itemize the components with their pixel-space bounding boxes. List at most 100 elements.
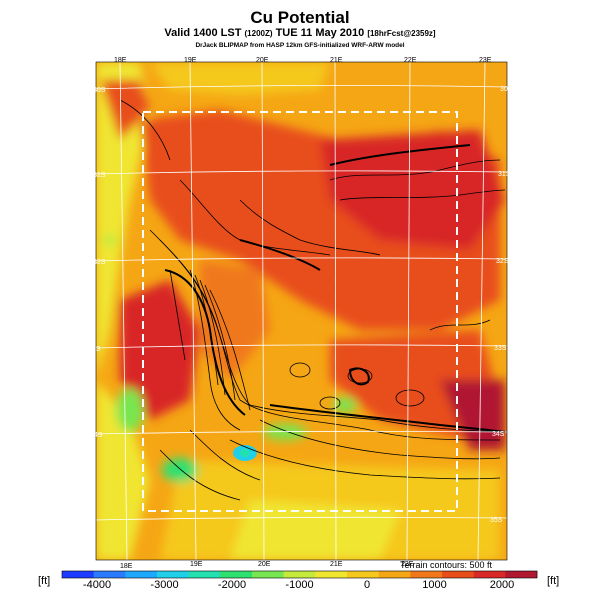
- contour-bold-1: [164, 269, 246, 416]
- map-field: [96, 62, 507, 560]
- contour-bold-2: [329, 144, 471, 166]
- contour-16: [159, 449, 241, 501]
- parallel-32s: [96, 257, 507, 262]
- lat-label-right-33s: 33S: [494, 345, 507, 352]
- meridian-21e: [334, 62, 337, 560]
- lon-label-top-19e: 19E: [184, 57, 197, 64]
- lon-label-top-23e: 23E: [479, 57, 492, 64]
- field-region-northeast-red: [320, 130, 505, 250]
- lat-label-left-30s: 30S: [93, 87, 106, 94]
- field-region-mountain-orange: [200, 260, 270, 380]
- colorbar-unit-right: [ft]: [547, 575, 560, 587]
- meridian-23e: [477, 62, 486, 560]
- colorbar-segment: [442, 571, 474, 578]
- contour-12: [339, 189, 506, 201]
- parallel-30s: [96, 85, 507, 90]
- valid-time: Valid 1400 LST: [164, 27, 242, 39]
- meridian-18e: [119, 62, 128, 560]
- contour-ring-2: [395, 389, 425, 407]
- field-region-green-4: [333, 397, 357, 413]
- valid-date: TUE 11 May 2010: [275, 27, 365, 39]
- field-region-cyan-core: [240, 449, 250, 457]
- contour-17: [429, 319, 491, 331]
- colorbar-frame: [61, 570, 538, 579]
- colorbar-unit-left: [ft]: [38, 575, 51, 587]
- colorbar-segment: [93, 571, 126, 578]
- contour-8: [169, 269, 186, 361]
- lon-labels-bottom: 18E 19E 20E 21E 22E: [120, 561, 414, 570]
- contour-7: [209, 289, 251, 411]
- contour-15: [189, 429, 261, 481]
- terrain-contours-bold: [164, 144, 506, 433]
- colorbar-segment: [378, 571, 411, 578]
- lat-label-left-34s: 34S: [90, 432, 103, 439]
- lat-label-left-31s: 31S: [93, 172, 106, 179]
- colorbar-segment: [505, 571, 538, 578]
- colorbar-segment: [252, 571, 284, 578]
- lat-label-right-35s: 35S: [490, 517, 503, 524]
- colorbar-tick-label: -2000: [217, 579, 247, 591]
- lon-label-bottom-21e: 21E: [330, 561, 343, 568]
- field-region-southwest-yellow: [96, 380, 150, 560]
- lon-label-top-20e: 20E: [256, 57, 269, 64]
- parallel-35s: [96, 516, 507, 521]
- colorbar-segment: [347, 571, 379, 578]
- colorbar-segment: [125, 571, 158, 578]
- contour-bold-3: [269, 404, 506, 433]
- contour-10: [239, 199, 381, 256]
- parallel-34s: [96, 430, 507, 435]
- credit-line: DrJack BLIPMAP from HASP 12km GFS-initia…: [195, 42, 405, 49]
- field-region-west-red: [120, 280, 200, 420]
- terrain-contours: [119, 99, 506, 501]
- colorbar-tick-label: 0: [363, 579, 371, 591]
- lon-label-bottom-19e: 19E: [190, 561, 203, 568]
- colorbar-tick-label: 2000: [489, 579, 515, 591]
- lat-label-left-35s: 35S: [82, 518, 95, 525]
- lat-label-right-31s: 31S: [498, 171, 511, 178]
- inner-domain-boundary: [142, 111, 458, 512]
- lon-label-top-21e: 21E: [330, 57, 343, 64]
- lat-labels-right: 30S 31S 32S 33S 34S 35S: [490, 86, 513, 524]
- lon-labels-top: 18E 19E 20E 21E 22E 23E: [114, 57, 492, 64]
- colorbar-segment: [410, 571, 443, 578]
- page-title: Cu Potential: [250, 8, 350, 27]
- field-region-south-yellow2: [230, 500, 400, 560]
- colorbar-segment: [157, 571, 189, 578]
- lat-label-right-30s: 30S: [500, 86, 513, 93]
- field-region-nw-red: [100, 80, 150, 140]
- meridian-19e: [189, 62, 197, 560]
- lon-label-bottom-20e: 20E: [258, 561, 271, 568]
- terrain-contour-note: Terrain contours: 500 ft: [400, 560, 493, 570]
- meridian-22e: [406, 62, 411, 560]
- field-region-green-1: [116, 388, 144, 432]
- colorbar-segment: [315, 571, 348, 578]
- lon-label-bottom-22e: 22E: [401, 561, 414, 568]
- meridian-20e: [261, 62, 265, 560]
- contour-5: [199, 279, 226, 396]
- lon-label-top-18e: 18E: [114, 57, 127, 64]
- colorbar-tick-label: -4000: [82, 579, 112, 591]
- map-frame: [95, 61, 508, 561]
- contour-1: [149, 229, 501, 441]
- field-region-green-5: [102, 234, 118, 246]
- colorbar-tick-label: -1000: [285, 579, 314, 591]
- contour-6: [204, 284, 236, 401]
- parallel-33s: [96, 344, 507, 349]
- colorbar: [61, 570, 538, 579]
- contour-bold-4: [239, 239, 321, 271]
- colorbar-tick-label: 1000: [422, 579, 447, 591]
- colorbar-segment: [62, 571, 94, 578]
- lat-label-right-34s: 34S: [492, 431, 505, 438]
- lat-label-left-32s: 32S: [93, 259, 106, 266]
- colorbar-segment: [188, 571, 221, 578]
- lat-label-left-33s: 33S: [88, 346, 101, 353]
- subtitle: Valid 1400 LST (1200Z) TUE 11 May 2010 […: [0, 27, 600, 39]
- contour-ring-4: [289, 362, 311, 378]
- colorbar-segment: [220, 571, 253, 578]
- field-region-west-yellow: [96, 62, 150, 380]
- contour-2: [159, 239, 501, 433]
- contour-ring-3: [319, 396, 341, 410]
- field-region-green-3: [263, 424, 307, 440]
- lat-labels-left: 30S 31S 32S 33S 34S 35S: [82, 87, 106, 525]
